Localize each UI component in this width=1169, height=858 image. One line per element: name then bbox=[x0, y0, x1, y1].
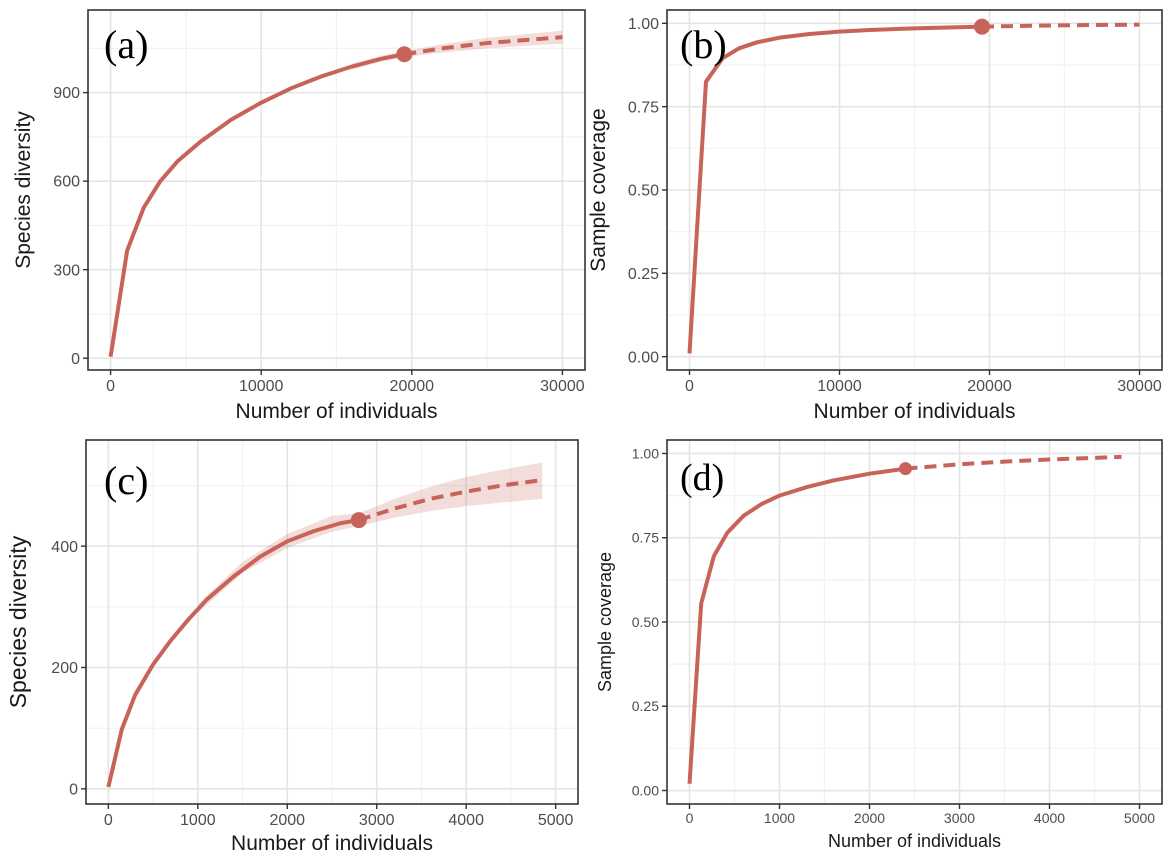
x-tick-label: 5000 bbox=[538, 812, 574, 829]
y-tick-label: 0.50 bbox=[632, 614, 659, 630]
x-tick-label: 2000 bbox=[269, 812, 305, 829]
y-tick-label: 600 bbox=[53, 174, 80, 191]
y-tick-label: 300 bbox=[53, 262, 80, 279]
x-tick-label: 1000 bbox=[180, 812, 216, 829]
x-axis-title: Number of individuals bbox=[828, 831, 1001, 851]
extrapolation-line bbox=[981, 22, 1140, 29]
y-tick-label: 1.00 bbox=[628, 16, 659, 33]
x-tick-label: 3000 bbox=[944, 810, 975, 826]
x-tick-label: 0 bbox=[686, 810, 694, 826]
y-tick-label: 0.50 bbox=[628, 183, 659, 200]
y-tick-label: 0.00 bbox=[632, 782, 659, 798]
panel-b: 0 10000 20000 30000 0.00 0.25 0.50 0.75 1.00 Numb… bbox=[587, 9, 1163, 423]
x-tick-label: 10000 bbox=[817, 378, 862, 395]
panel-d: 0 1000 2000 3000 4000 5000 0.00 0.25 0.50 0.75 1.0… bbox=[595, 439, 1163, 851]
x-tick-label: 30000 bbox=[540, 378, 585, 395]
extrapolation-line bbox=[403, 35, 563, 57]
x-tick-label: 5000 bbox=[1124, 810, 1155, 826]
y-axis-title: Sample coverage bbox=[595, 552, 615, 692]
observed-point bbox=[350, 512, 367, 529]
x-tick-label: 20000 bbox=[390, 378, 435, 395]
x-axis-title: Number of individuals bbox=[231, 832, 433, 855]
y-tick-label: 0.00 bbox=[628, 349, 659, 366]
y-axis-title: Sample coverage bbox=[587, 108, 610, 271]
observed-point bbox=[974, 18, 990, 35]
panel-label: (c) bbox=[104, 458, 148, 503]
rarefaction-line bbox=[687, 24, 983, 354]
confidence-band bbox=[197, 462, 543, 613]
panel-c: 0 1000 2000 3000 4000 5000 0 200 400 Number of in… bbox=[5, 439, 579, 855]
x-tick-label: 0 bbox=[106, 378, 115, 395]
y-tick-label: 900 bbox=[53, 85, 80, 102]
x-tick-label: 4000 bbox=[448, 812, 484, 829]
x-tick-label: 0 bbox=[685, 378, 694, 395]
y-tick-label: 1.00 bbox=[632, 445, 659, 461]
y-tick-label: 0.25 bbox=[628, 266, 659, 283]
y-tick-label: 0.25 bbox=[632, 698, 659, 714]
panel-label: (d) bbox=[680, 457, 724, 499]
observed-point bbox=[396, 46, 413, 63]
x-tick-label: 1000 bbox=[764, 810, 795, 826]
y-tick-label: 0 bbox=[71, 351, 80, 368]
rarefaction-line bbox=[106, 518, 360, 788]
y-tick-label: 0 bbox=[69, 781, 78, 798]
y-tick-label: 400 bbox=[51, 539, 78, 556]
x-axis-title: Number of individuals bbox=[814, 400, 1016, 423]
panel-a: 0 10000 20000 30000 0 300 600 900 Number of indi… bbox=[12, 9, 586, 423]
x-tick-label: 30000 bbox=[1117, 378, 1162, 395]
observed-point bbox=[899, 462, 912, 476]
y-tick-label: 0.75 bbox=[632, 530, 659, 546]
x-tick-label: 4000 bbox=[1034, 810, 1065, 826]
x-tick-label: 20000 bbox=[967, 378, 1012, 395]
x-tick-label: 0 bbox=[104, 812, 113, 829]
x-axis-title: Number of individuals bbox=[236, 400, 438, 423]
panel-frame bbox=[85, 439, 579, 805]
rarefaction-line bbox=[108, 52, 405, 358]
y-tick-label: 0.75 bbox=[628, 99, 659, 116]
rarefaction-line bbox=[687, 466, 906, 784]
panel-frame bbox=[87, 9, 586, 371]
extrapolation-line bbox=[905, 454, 1122, 471]
panel-label: (a) bbox=[104, 22, 148, 67]
x-tick-label: 3000 bbox=[359, 812, 395, 829]
y-axis-title: Species diversity bbox=[12, 111, 35, 269]
y-tick-label: 200 bbox=[51, 660, 78, 677]
y-axis-title: Species diversity bbox=[5, 535, 31, 708]
extrapolation-line bbox=[358, 478, 543, 522]
x-tick-label: 2000 bbox=[854, 810, 885, 826]
panel-label: (b) bbox=[680, 22, 727, 67]
x-tick-label: 10000 bbox=[239, 378, 284, 395]
